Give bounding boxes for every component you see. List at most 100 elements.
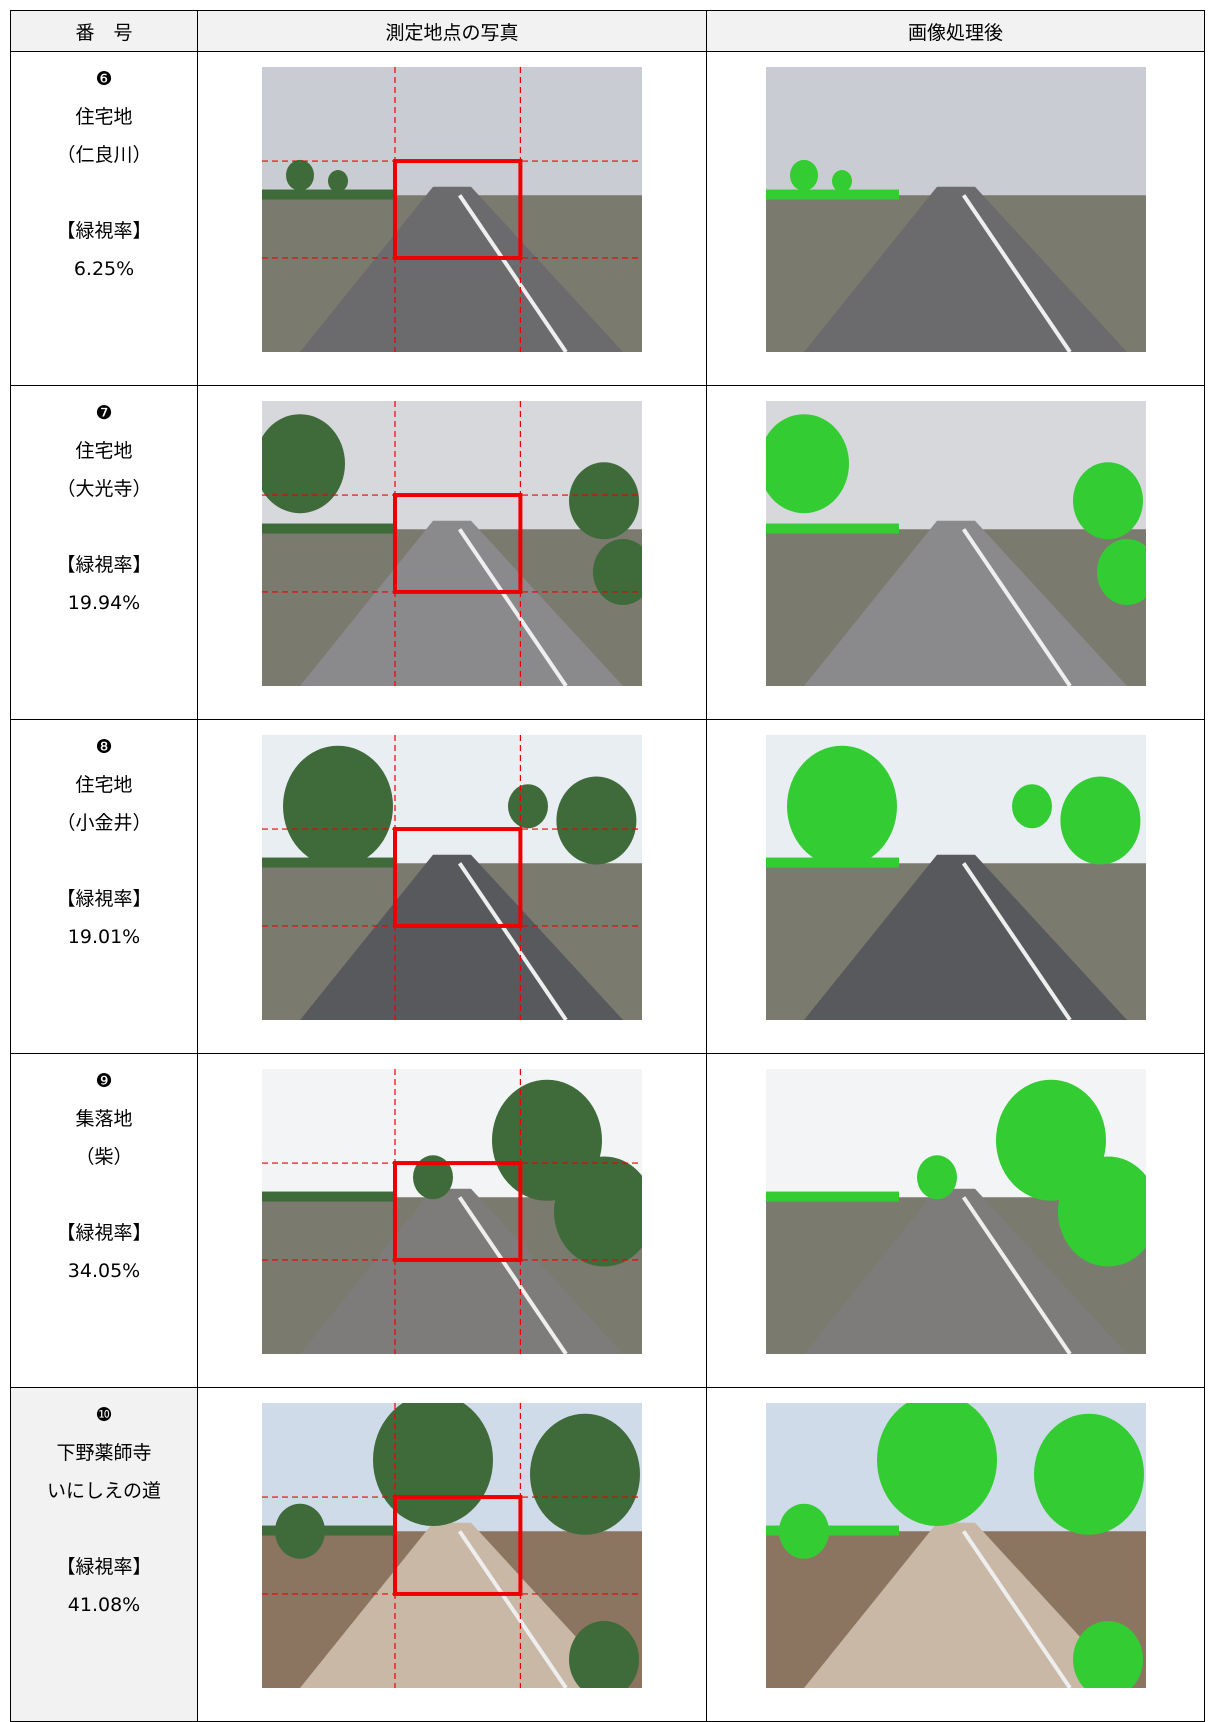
tree [789, 159, 818, 191]
photo [765, 1069, 1158, 1356]
road [300, 520, 623, 686]
place: いにしえの道 [46, 1480, 161, 1502]
processed-cell [706, 385, 1205, 720]
place: （大光寺） [56, 478, 152, 500]
category: 住宅地 [75, 106, 133, 128]
spacer [11, 842, 197, 880]
category: 下野薬師寺 [56, 1442, 152, 1464]
label: 【緑視率】 [56, 554, 152, 576]
photo [255, 401, 653, 688]
label: 【緑視率】 [56, 888, 152, 910]
lane-line [961, 1530, 1072, 1690]
measure-box [393, 1495, 523, 1596]
row: ❿ 下野薬師寺いにしえの道 【緑視率】 41.08% [10, 1387, 1205, 1722]
tree [1059, 776, 1140, 865]
photo-cell [197, 385, 707, 720]
tree [876, 1394, 997, 1526]
tree [413, 1155, 453, 1200]
spacer [11, 508, 197, 546]
number: ❻ [95, 68, 113, 90]
tree [283, 745, 393, 867]
row: ❼ 住宅地 （大光寺） 【緑視率】 19.94% [10, 385, 1205, 720]
spacer [11, 1176, 197, 1214]
tree [255, 414, 345, 514]
label: 【緑視率】 [56, 1556, 152, 1578]
tree [786, 745, 897, 867]
label: 【緑視率】 [56, 220, 152, 242]
processed-cell [706, 1053, 1205, 1388]
photo-cell [197, 719, 707, 1054]
lane-line [457, 194, 568, 354]
header-cell: 画像処理後 [706, 10, 1205, 52]
rate: 34.05% [67, 1260, 141, 1282]
photo [262, 1069, 654, 1356]
tree [1072, 1621, 1143, 1698]
number-cell: ❽ 住宅地 （小金井） 【緑視率】 19.01% [10, 719, 198, 1054]
table-body: ❻ 住宅地 （仁良川） 【緑視率】 6.25% ❼ 住宅地 （大光寺） 【緑視率】 19.94% ❽… [10, 51, 1205, 1722]
road [300, 1188, 623, 1354]
photo-cell [197, 51, 707, 386]
processed-cell [706, 51, 1205, 386]
tree [916, 1155, 957, 1200]
row: ❻ 住宅地 （仁良川） 【緑視率】 6.25% [10, 51, 1205, 386]
tree [569, 462, 639, 540]
photo [262, 1394, 642, 1698]
hedge [765, 523, 899, 534]
lane-line [961, 862, 1072, 1022]
lane-line [457, 1530, 568, 1690]
row: ❽ 住宅地 （小金井） 【緑視率】 19.01% [10, 719, 1205, 1054]
hedge [262, 1525, 395, 1536]
tree [1057, 1156, 1158, 1267]
rate: 19.94% [67, 592, 141, 614]
header-cell: 測定地点の写真 [197, 10, 707, 52]
tree [1033, 1413, 1144, 1535]
measure-box [393, 827, 523, 928]
hedge [765, 1191, 899, 1202]
photo-cell [197, 1387, 707, 1722]
number: ❾ [95, 1070, 113, 1092]
hedge [765, 1525, 899, 1536]
tree [508, 784, 548, 829]
place: （柴） [75, 1146, 133, 1168]
rate: 19.01% [67, 926, 141, 948]
hedge [765, 189, 899, 200]
tree [556, 776, 637, 865]
road [300, 854, 623, 1020]
tree [831, 170, 852, 192]
number: ❽ [95, 736, 113, 758]
number-cell: ❼ 住宅地 （大光寺） 【緑視率】 19.94% [10, 385, 198, 720]
tree [328, 170, 348, 192]
tree [593, 539, 653, 605]
number-cell: ❿ 下野薬師寺いにしえの道 【緑視率】 41.08% [10, 1387, 198, 1722]
photo-cell [197, 1053, 707, 1388]
photo [765, 735, 1146, 1022]
hedge [765, 857, 899, 868]
page: 番 号 測定地点の写真 画像処理後 ❻ 住宅地 （仁良川） 【緑視率】 6.25% ❼ 住宅… [10, 10, 1205, 1722]
label: 【緑視率】 [56, 1222, 152, 1244]
number: ❿ [95, 1404, 113, 1426]
road [803, 854, 1127, 1020]
place: （小金井） [56, 812, 152, 834]
lane-line [457, 528, 568, 688]
road [803, 1522, 1127, 1688]
road [803, 1188, 1127, 1354]
measure-box [393, 159, 523, 260]
number-cell: ❻ 住宅地 （仁良川） 【緑視率】 6.25% [10, 51, 198, 386]
rate: 41.08% [67, 1594, 141, 1616]
tree [530, 1413, 640, 1535]
hedge [262, 189, 395, 200]
lane-line [457, 1196, 568, 1356]
road [300, 186, 623, 352]
tree [286, 159, 314, 191]
place: （仁良川） [56, 144, 152, 166]
tree [1072, 462, 1143, 540]
photo [262, 735, 642, 1022]
green-view-table: 番 号 測定地点の写真 画像処理後 ❻ 住宅地 （仁良川） 【緑視率】 6.25% ❼ 住宅… [10, 10, 1205, 1722]
category: 住宅地 [75, 440, 133, 462]
tree [373, 1394, 493, 1526]
photo [765, 67, 1146, 354]
header-cell: 番 号 [10, 10, 198, 52]
measure-box [393, 493, 523, 594]
lane-line [961, 194, 1072, 354]
lane-line [961, 528, 1072, 688]
